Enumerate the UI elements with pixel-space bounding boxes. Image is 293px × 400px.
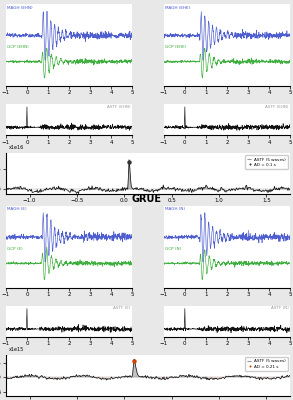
Text: GCP (EHE): GCP (EHE) <box>165 45 186 49</box>
Text: GRUE: GRUE <box>132 194 161 204</box>
Text: ASTF (EHN): ASTF (EHN) <box>265 105 289 109</box>
Text: ASTF (E): ASTF (E) <box>113 306 131 310</box>
Text: GCP (EHN): GCP (EHN) <box>7 45 29 49</box>
Legend: ASTF (5 waves), AD = 0.1 s: ASTF (5 waves), AD = 0.1 s <box>246 156 288 169</box>
Text: ASTF (EHN): ASTF (EHN) <box>108 105 131 109</box>
Text: x1e16: x1e16 <box>9 145 24 150</box>
Text: MAGH (N): MAGH (N) <box>165 207 185 211</box>
Text: MAGH (E): MAGH (E) <box>7 207 27 211</box>
Text: GCP (E): GCP (E) <box>7 247 23 251</box>
Legend: ASTF (5 waves), AD = 0.21 s: ASTF (5 waves), AD = 0.21 s <box>246 357 288 371</box>
Text: ASTF (N): ASTF (N) <box>271 306 289 310</box>
Text: x1e15: x1e15 <box>9 347 24 352</box>
Text: GCP (N): GCP (N) <box>165 247 181 251</box>
Text: MAGH (EHN): MAGH (EHN) <box>7 6 33 10</box>
Text: MAGH (EHE): MAGH (EHE) <box>165 6 190 10</box>
